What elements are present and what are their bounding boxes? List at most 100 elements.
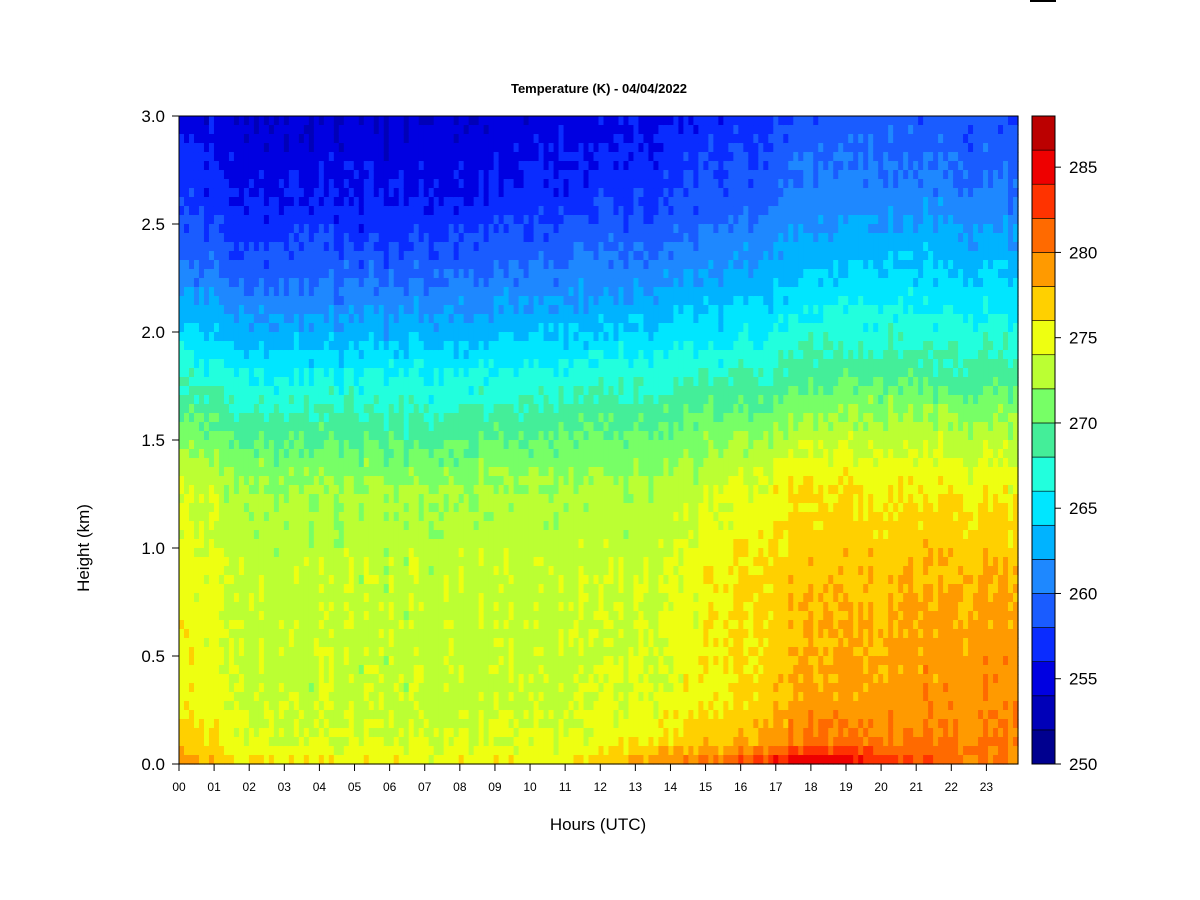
heatmap-cell [488, 602, 495, 612]
heatmap-cell [183, 449, 190, 459]
heatmap-cell [368, 584, 375, 594]
heatmap-cell [383, 134, 390, 144]
heatmap-cell [253, 692, 260, 702]
heatmap-cell [273, 503, 280, 513]
heatmap-cell [403, 170, 410, 180]
heatmap-cell [488, 737, 495, 747]
heatmap-cell [248, 287, 255, 297]
heatmap-cell [408, 566, 415, 576]
heatmap-cell [228, 287, 235, 297]
heatmap-cell [398, 719, 405, 729]
heatmap-cell [248, 503, 255, 513]
heatmap-cell [198, 287, 205, 297]
heatmap-cell [393, 125, 400, 135]
heatmap-cell [498, 521, 505, 531]
heatmap-cell [258, 224, 265, 234]
heatmap-cell [238, 701, 245, 711]
heatmap-cell [283, 539, 290, 549]
heatmap-cell [488, 242, 495, 252]
heatmap-cell [328, 476, 335, 486]
heatmap-cell [193, 125, 200, 135]
heatmap-cell [268, 674, 275, 684]
heatmap-cell [333, 755, 340, 765]
heatmap-cell [198, 161, 205, 171]
heatmap-cell [343, 242, 350, 252]
heatmap-cell [403, 368, 410, 378]
heatmap-cell [523, 197, 530, 207]
heatmap-cell [413, 710, 420, 720]
heatmap-cell [253, 287, 260, 297]
heatmap-cell [398, 710, 405, 720]
heatmap-cell [403, 134, 410, 144]
heatmap-cell [188, 458, 195, 468]
heatmap-cell [298, 314, 305, 324]
heatmap-cell [343, 206, 350, 216]
heatmap-cell [508, 575, 515, 585]
heatmap-cell [228, 422, 235, 432]
heatmap-cell [183, 161, 190, 171]
heatmap-cell [183, 476, 190, 486]
heatmap-cell [233, 134, 240, 144]
heatmap-cell [198, 602, 205, 612]
heatmap-cell [288, 197, 295, 207]
heatmap-cell [388, 377, 395, 387]
heatmap-cell [213, 647, 220, 657]
heatmap-cell [463, 719, 470, 729]
heatmap-cell [333, 197, 340, 207]
heatmap-cell [478, 296, 485, 306]
heatmap-cell [363, 674, 370, 684]
heatmap-cell [358, 197, 365, 207]
heatmap-cell [388, 674, 395, 684]
heatmap-cell [493, 665, 500, 675]
heatmap-cell [518, 404, 525, 414]
heatmap-cell [278, 395, 285, 405]
heatmap-cell [463, 251, 470, 261]
heatmap-cell [318, 539, 325, 549]
heatmap-cell [438, 503, 445, 513]
heatmap-cell [493, 647, 500, 657]
heatmap-cell [373, 530, 380, 540]
heatmap-cell [258, 260, 265, 270]
heatmap-cell [428, 674, 435, 684]
heatmap-cell [228, 431, 235, 441]
heatmap-cell [488, 692, 495, 702]
heatmap-cell [458, 368, 465, 378]
heatmap-cell [353, 116, 360, 126]
heatmap-cell [478, 404, 485, 414]
heatmap-cell [463, 557, 470, 567]
heatmap-cell [183, 557, 190, 567]
heatmap-cell [213, 359, 220, 369]
heatmap-cell [508, 413, 515, 423]
heatmap-cell [428, 467, 435, 477]
heatmap-cell [353, 521, 360, 531]
heatmap-cell [493, 458, 500, 468]
heatmap-cell [373, 539, 380, 549]
heatmap-cell [428, 278, 435, 288]
heatmap-cell [418, 530, 425, 540]
heatmap-cell [378, 116, 385, 126]
heatmap-cell [193, 161, 200, 171]
heatmap-cell [223, 314, 230, 324]
heatmap-cell [423, 548, 430, 558]
heatmap-cell [488, 359, 495, 369]
heatmap-cell [243, 647, 250, 657]
heatmap-cell [358, 557, 365, 567]
heatmap-cell [508, 629, 515, 639]
heatmap-cell [258, 638, 265, 648]
heatmap-cell [283, 737, 290, 747]
heatmap-cell [288, 305, 295, 315]
heatmap-cell [368, 746, 375, 756]
heatmap-cell [463, 134, 470, 144]
heatmap-cell [293, 224, 300, 234]
heatmap-cell [343, 134, 350, 144]
heatmap-cell [293, 575, 300, 585]
heatmap-cell [503, 242, 510, 252]
heatmap-cell [413, 116, 420, 126]
heatmap-cell [223, 413, 230, 423]
heatmap-cell [188, 287, 195, 297]
heatmap-cell [373, 620, 380, 630]
heatmap-cell [218, 674, 225, 684]
heatmap-cell [313, 314, 320, 324]
heatmap-cell [328, 440, 335, 450]
heatmap-cell [468, 449, 475, 459]
